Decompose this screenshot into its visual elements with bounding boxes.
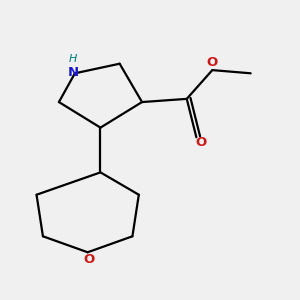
Text: O: O [207, 56, 218, 69]
Text: H: H [69, 54, 77, 64]
Text: O: O [84, 253, 95, 266]
Text: O: O [196, 136, 207, 148]
Text: N: N [68, 66, 79, 79]
